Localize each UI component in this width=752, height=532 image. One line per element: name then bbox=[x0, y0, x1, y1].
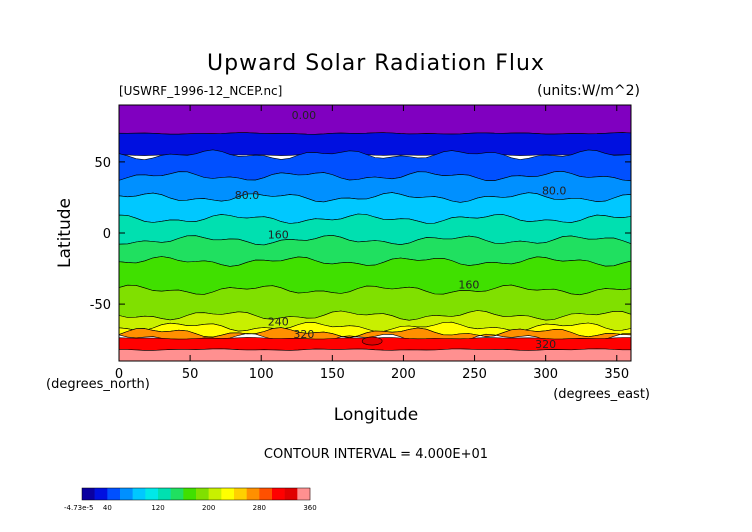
colorbar-swatch bbox=[170, 488, 184, 500]
contour-label: 160 bbox=[268, 229, 289, 242]
plot-area bbox=[119, 105, 631, 361]
contour-label: 320 bbox=[535, 338, 556, 351]
y-axis-ticks: 50 0 -50 bbox=[90, 156, 631, 313]
x-axis-ticks: 0 50 100 150 200 250 300 350 bbox=[115, 105, 629, 382]
x-tick-label: 300 bbox=[533, 367, 558, 382]
contour-interval: CONTOUR INTERVAL = 4.000E+01 bbox=[264, 447, 488, 462]
contour-label: 80.0 bbox=[235, 189, 260, 202]
colorbar-swatch bbox=[259, 488, 273, 500]
y-tick-label: 50 bbox=[94, 156, 111, 171]
y-tick-label: -50 bbox=[90, 298, 111, 313]
chart-title: Upward Solar Radiation Flux bbox=[207, 51, 545, 76]
colorbar-swatch bbox=[132, 488, 146, 500]
x-tick-label: 200 bbox=[391, 367, 416, 382]
colorbar-tick-label: 280 bbox=[253, 504, 266, 512]
contour-label: 0.00 bbox=[292, 109, 317, 122]
colorbar-ticks: 40 120 200 280 360 bbox=[103, 504, 317, 512]
colorbar-swatch bbox=[158, 488, 171, 500]
colorbar-swatch bbox=[196, 488, 209, 500]
colorbar-swatch bbox=[107, 488, 121, 500]
y-unit-label: (degrees_north) bbox=[46, 377, 150, 392]
contour-cell bbox=[361, 336, 383, 346]
colorbar-tick-label: 40 bbox=[103, 504, 112, 512]
colorbar bbox=[81, 487, 311, 501]
contour-band bbox=[119, 132, 631, 156]
colorbar-min-label: -4.73e-5 bbox=[64, 504, 93, 512]
colorbar-swatch bbox=[145, 488, 159, 500]
colorbar-swatch bbox=[208, 488, 222, 500]
contour-label: 80.0 bbox=[542, 185, 567, 198]
colorbar-swatch bbox=[272, 488, 285, 500]
x-tick-label: 100 bbox=[249, 367, 274, 382]
x-tick-label: 150 bbox=[320, 367, 345, 382]
y-tick-label: 0 bbox=[103, 227, 111, 242]
x-tick-label: 0 bbox=[115, 367, 123, 382]
source-label: [USWRF_1996-12_NCEP.nc] bbox=[119, 84, 282, 98]
colorbar-tick-label: 200 bbox=[202, 504, 215, 512]
colorbar-tick-label: 120 bbox=[151, 504, 164, 512]
colorbar-swatch bbox=[246, 488, 260, 500]
colorbar-swatch bbox=[297, 488, 311, 500]
units-label: (units:W/m^2) bbox=[537, 83, 640, 99]
colorbar-swatch bbox=[234, 488, 247, 500]
contour-labels: 0.00 80.0 80.0 160 160 240 320 320 bbox=[235, 109, 567, 351]
x-tick-label: 250 bbox=[462, 367, 487, 382]
colorbar-swatch bbox=[82, 488, 95, 500]
x-unit-label: (degrees_east) bbox=[553, 387, 650, 402]
x-tick-label: 50 bbox=[182, 367, 199, 382]
contour-label: 320 bbox=[293, 328, 314, 341]
colorbar-swatch bbox=[120, 488, 133, 500]
colorbar-swatch bbox=[183, 488, 197, 500]
contour-band bbox=[119, 105, 631, 135]
contour-label: 240 bbox=[268, 315, 289, 328]
colorbar-tick-label: 360 bbox=[303, 504, 316, 512]
colorbar-swatch bbox=[221, 488, 235, 500]
colorbar-swatch bbox=[284, 488, 298, 500]
x-axis-label: Longitude bbox=[334, 405, 419, 425]
contour-band bbox=[119, 348, 631, 361]
y-axis-label: Latitude bbox=[55, 198, 75, 268]
colorbar-swatch bbox=[94, 488, 108, 500]
contour-label: 160 bbox=[458, 278, 479, 291]
x-tick-label: 350 bbox=[604, 367, 629, 382]
